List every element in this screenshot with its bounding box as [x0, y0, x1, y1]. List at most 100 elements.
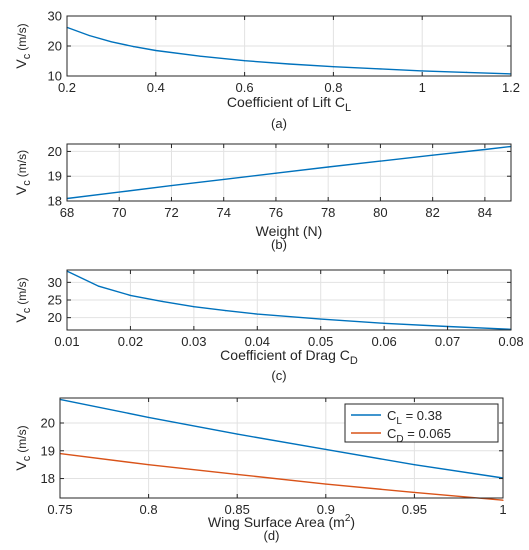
- y-axis-label: Vc (m/s): [13, 277, 33, 322]
- x-axis-label-text: Wing Surface Area (m: [208, 514, 345, 530]
- axes-frame: [66, 143, 512, 202]
- legend-box: [344, 403, 499, 443]
- data-point: [129, 294, 132, 297]
- data-point: [325, 483, 327, 485]
- data-point: [223, 178, 225, 181]
- x-tick-label: 68: [60, 205, 74, 220]
- y-axis-label-subscript: c: [21, 307, 33, 313]
- y-axis-label: Vc (m/s): [13, 150, 33, 195]
- x-tick-label: 0.75: [47, 502, 72, 517]
- x-tick-label: 72: [164, 205, 178, 220]
- data-point: [421, 70, 423, 72]
- y-tick-label: 19: [48, 169, 62, 184]
- subplot-caption: (b): [271, 237, 287, 252]
- y-axis-label-unit: (m/s): [15, 425, 29, 452]
- y-tick-label: 30: [48, 275, 62, 290]
- subplot-b: 68 70 72 74 76 78 80 82 84 18 19 20 Weight (N) Vc (m/s…: [13, 143, 512, 252]
- x-tick-label: 70: [112, 205, 126, 220]
- x-tick-label: 0.02: [118, 334, 143, 349]
- legend-entry-value: = 0.065: [404, 426, 451, 441]
- legend-entry: CL = 0.38: [387, 408, 442, 427]
- data-point: [413, 491, 415, 494]
- y-axis-label-subscript: c: [21, 53, 33, 59]
- x-tick-label: 80: [373, 205, 387, 220]
- data-point: [502, 499, 504, 501]
- x-tick-label: 78: [321, 205, 335, 220]
- data-point: [161, 300, 163, 303]
- axes-frame: [59, 397, 504, 499]
- data-point: [288, 63, 290, 65]
- x-tick-label: 84: [478, 205, 492, 220]
- y-axis-label-text: V: [13, 59, 29, 69]
- data-point: [244, 60, 246, 62]
- series-line: [59, 398, 504, 479]
- x-tick-label: 0.08: [498, 334, 523, 349]
- subplot-d: 0.75 0.8 0.85 0.9 0.95 1 18 19 20 Wing Surface Ar…: [13, 397, 507, 543]
- series-line: [66, 145, 512, 200]
- data-point: [327, 166, 329, 168]
- y-axis-label: Vc (m/s): [13, 23, 33, 68]
- series-line: [66, 26, 512, 75]
- y-tick-label: 18: [41, 471, 55, 486]
- y-tick-label: 10: [48, 69, 62, 84]
- y-axis-label-subscript: c: [21, 180, 33, 186]
- data-point: [148, 464, 150, 466]
- data-point: [236, 433, 238, 435]
- x-tick-label: 0.01: [54, 334, 79, 349]
- y-axis-label-text: V: [13, 185, 29, 195]
- y-tick-label: 25: [48, 293, 62, 308]
- data-point: [224, 309, 227, 312]
- x-tick-label: 0.8: [324, 80, 342, 95]
- data-point: [118, 191, 120, 193]
- x-tick-label: 1.2: [502, 80, 520, 95]
- x-axis-label-subscript: L: [345, 102, 351, 114]
- legend-entry-name: C: [387, 408, 396, 423]
- series-line: [59, 452, 504, 501]
- y-tick-label: 20: [48, 310, 62, 325]
- x-tick-label: 0.07: [435, 334, 460, 349]
- x-axis-label-end: ): [350, 514, 355, 530]
- y-axis-label-unit: (m/s): [15, 277, 29, 304]
- y-axis-label-unit: (m/s): [15, 23, 29, 50]
- x-tick-label: 0.9: [317, 502, 335, 517]
- legend-entry-subscript: L: [396, 416, 402, 427]
- x-tick-label: 0.04: [245, 334, 270, 349]
- x-tick-label: 82: [425, 205, 439, 220]
- x-tick-label: 0.85: [225, 502, 250, 517]
- x-tick-label: 1: [419, 80, 426, 95]
- y-axis-label-subscript: c: [21, 455, 33, 461]
- data-point: [193, 306, 195, 308]
- data-point: [466, 71, 468, 73]
- x-tick-label: 74: [216, 205, 230, 220]
- data-point: [98, 285, 100, 287]
- x-axis-label: Coefficient of Lift CL: [227, 94, 351, 114]
- legend-entry: CD = 0.065: [387, 426, 451, 445]
- data-point: [377, 68, 379, 70]
- data-point: [148, 416, 150, 419]
- subplot-caption: (d): [264, 528, 280, 543]
- data-point: [88, 34, 90, 37]
- y-tick-label: 18: [48, 194, 62, 209]
- x-tick-label: 0.6: [236, 80, 254, 95]
- x-axis-label-superscript: 2: [345, 513, 351, 524]
- y-tick-label: 30: [48, 9, 62, 24]
- y-axis-label: Vc (m/s): [13, 425, 33, 470]
- legend-entry-name: C: [387, 426, 396, 441]
- y-tick-label: 20: [48, 144, 62, 159]
- subplot-caption: (c): [271, 368, 286, 383]
- x-axis-label: Weight (N): [256, 223, 323, 239]
- legend-entry-value: = 0.38: [402, 408, 442, 423]
- data-point: [379, 160, 382, 162]
- data-point: [413, 464, 415, 466]
- x-axis-label-text: Weight (N): [256, 223, 323, 239]
- subplot-c: 0.01 0.02 0.03 0.04 0.05 0.06 0.07 0.08 20 25 30 Co…: [13, 269, 524, 383]
- x-tick-label: 0.8: [140, 502, 158, 517]
- data-point: [383, 322, 385, 324]
- data-point: [432, 154, 434, 156]
- data-point: [199, 55, 201, 57]
- data-point: [320, 318, 322, 320]
- data-point: [325, 448, 327, 450]
- x-tick-label: 0.95: [402, 502, 427, 517]
